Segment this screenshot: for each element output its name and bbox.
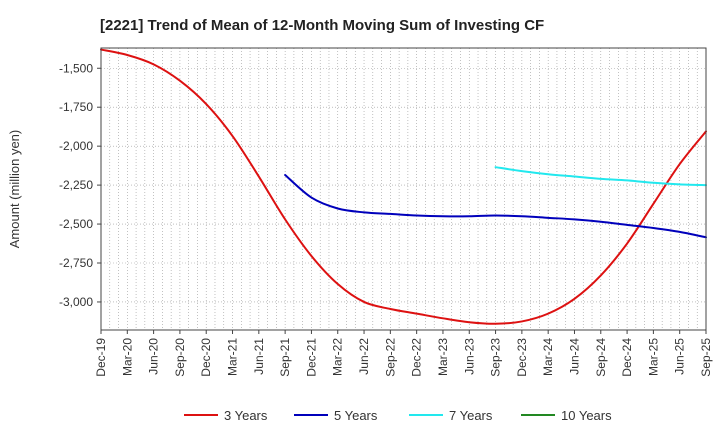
y-tick-label: -2,250 (59, 178, 93, 192)
y-tick-label: -1,500 (59, 61, 93, 75)
x-tick-label: Jun-23 (462, 338, 476, 375)
x-tick-label: Mar-25 (646, 338, 660, 376)
x-tick-label: Mar-22 (331, 338, 345, 376)
x-tick-label: Mar-20 (120, 338, 134, 376)
y-tick-label: -3,000 (59, 295, 93, 309)
plot-border (100, 47, 707, 331)
chart-title: [2221] Trend of Mean of 12-Month Moving … (100, 17, 544, 34)
x-tick-label: Sep-21 (278, 338, 292, 377)
legend-label-3-years: 3 Years (224, 408, 268, 423)
x-tick-label: Dec-20 (199, 338, 213, 377)
series-layer (100, 48, 707, 325)
legend: 3 Years 5 Years 7 Years 10 Years (184, 408, 612, 423)
x-tick-label: Jun-20 (147, 338, 161, 375)
series-line-3-years (100, 48, 707, 325)
x-tick-label: Dec-24 (620, 338, 634, 377)
x-tick-label: Mar-24 (541, 338, 555, 376)
y-axis: -1,500 -1,750 -2,000 -2,250 -2,500 -2,750 -3,0… (59, 61, 101, 309)
series-line-7-years (494, 166, 707, 187)
x-tick-label: Sep-23 (489, 338, 503, 377)
plot-area (101, 48, 706, 330)
gridlines (101, 48, 706, 330)
x-tick-label: Dec-22 (410, 338, 424, 377)
x-tick-label: Jun-22 (357, 338, 371, 375)
x-axis: Dec-19 Mar-20 Jun-20 Sep-20 Dec-20 Mar-21 Jun-… (94, 330, 713, 377)
y-tick-label: -1,750 (59, 100, 93, 114)
x-tick-label: Jun-24 (567, 338, 581, 375)
series-line-5-years (284, 173, 707, 239)
x-tick-label: Dec-19 (94, 338, 108, 377)
x-tick-label: Mar-21 (226, 338, 240, 376)
y-tick-label: -2,000 (59, 139, 93, 153)
x-tick-label: Sep-25 (699, 338, 713, 377)
x-tick-label: Mar-23 (436, 338, 450, 376)
x-tick-label: Sep-22 (383, 338, 397, 377)
legend-label-5-years: 5 Years (334, 408, 378, 423)
y-axis-label: Amount (million yen) (7, 130, 22, 249)
x-tick-label: Dec-23 (515, 338, 529, 377)
y-tick-label: -2,750 (59, 256, 93, 270)
y-tick-label: -2,500 (59, 217, 93, 231)
x-tick-label: Sep-24 (594, 338, 608, 377)
x-tick-label: Sep-20 (173, 338, 187, 377)
x-tick-label: Jun-21 (252, 338, 266, 375)
legend-label-10-years: 10 Years (561, 408, 612, 423)
x-tick-label: Jun-25 (673, 338, 687, 375)
x-tick-label: Dec-21 (304, 338, 318, 377)
legend-label-7-years: 7 Years (449, 408, 493, 423)
